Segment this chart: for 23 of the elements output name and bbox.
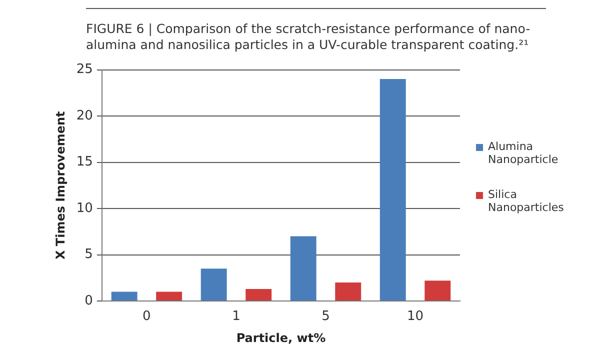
bar — [424, 280, 451, 300]
bar — [290, 236, 316, 300]
bar — [335, 282, 362, 300]
bar — [246, 288, 272, 300]
y-tick-label: 15 — [76, 154, 93, 170]
chart-title: FIGURE 6 | Comparison of the scratch-resistance performance of nano-alumina and nanosilica particles in a UV-curable transparent coating.²¹ — [86, 8, 546, 53]
x-tick-label: 1 — [232, 309, 240, 324]
x-tick-label: 5 — [322, 309, 330, 324]
bar — [380, 79, 406, 300]
y-tick-label: 20 — [76, 108, 93, 124]
y-axis-title: X Times Improvement — [53, 110, 68, 260]
y-tick-label: 25 — [76, 62, 93, 78]
x-axis-title: Particle, wt% — [236, 330, 326, 345]
legend-label: Alumina Nanoparticle — [488, 140, 560, 166]
legend-label: Silica Nanoparticles — [488, 188, 565, 214]
y-tick-label: 10 — [76, 200, 93, 216]
x-tick-label: 10 — [406, 309, 424, 324]
bar — [156, 292, 182, 300]
bar — [111, 292, 138, 300]
bar — [200, 268, 227, 300]
y-tick-label: 0 — [84, 293, 93, 308]
x-tick-label: 0 — [142, 309, 151, 324]
y-tick-label: 5 — [84, 247, 93, 262]
